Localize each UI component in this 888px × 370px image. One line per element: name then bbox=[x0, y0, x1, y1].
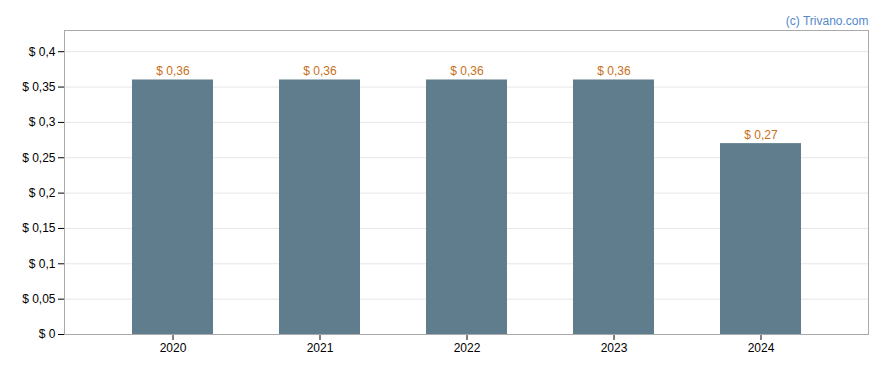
svg-text:$ 0,36: $ 0,36 bbox=[303, 64, 337, 78]
svg-text:$ 0,15: $ 0,15 bbox=[22, 221, 56, 235]
svg-text:$ 0,1: $ 0,1 bbox=[29, 257, 56, 271]
svg-text:(c) Trivano.com: (c) Trivano.com bbox=[786, 14, 869, 28]
svg-text:$ 0,4: $ 0,4 bbox=[29, 45, 56, 59]
svg-text:$ 0,2: $ 0,2 bbox=[29, 186, 56, 200]
svg-text:2020: 2020 bbox=[160, 341, 187, 355]
svg-text:2023: 2023 bbox=[601, 341, 628, 355]
svg-text:$ 0,27: $ 0,27 bbox=[744, 128, 778, 142]
svg-text:2022: 2022 bbox=[454, 341, 481, 355]
svg-text:$ 0,36: $ 0,36 bbox=[597, 64, 631, 78]
svg-text:$ 0,36: $ 0,36 bbox=[450, 64, 484, 78]
svg-text:$ 0,3: $ 0,3 bbox=[29, 115, 56, 129]
svg-text:2024: 2024 bbox=[748, 341, 775, 355]
svg-text:$ 0,35: $ 0,35 bbox=[22, 80, 56, 94]
svg-text:$ 0,36: $ 0,36 bbox=[156, 64, 190, 78]
svg-text:$ 0: $ 0 bbox=[39, 327, 56, 341]
svg-text:2021: 2021 bbox=[307, 341, 334, 355]
svg-text:$ 0,25: $ 0,25 bbox=[22, 151, 56, 165]
svg-text:$ 0,05: $ 0,05 bbox=[22, 292, 56, 306]
